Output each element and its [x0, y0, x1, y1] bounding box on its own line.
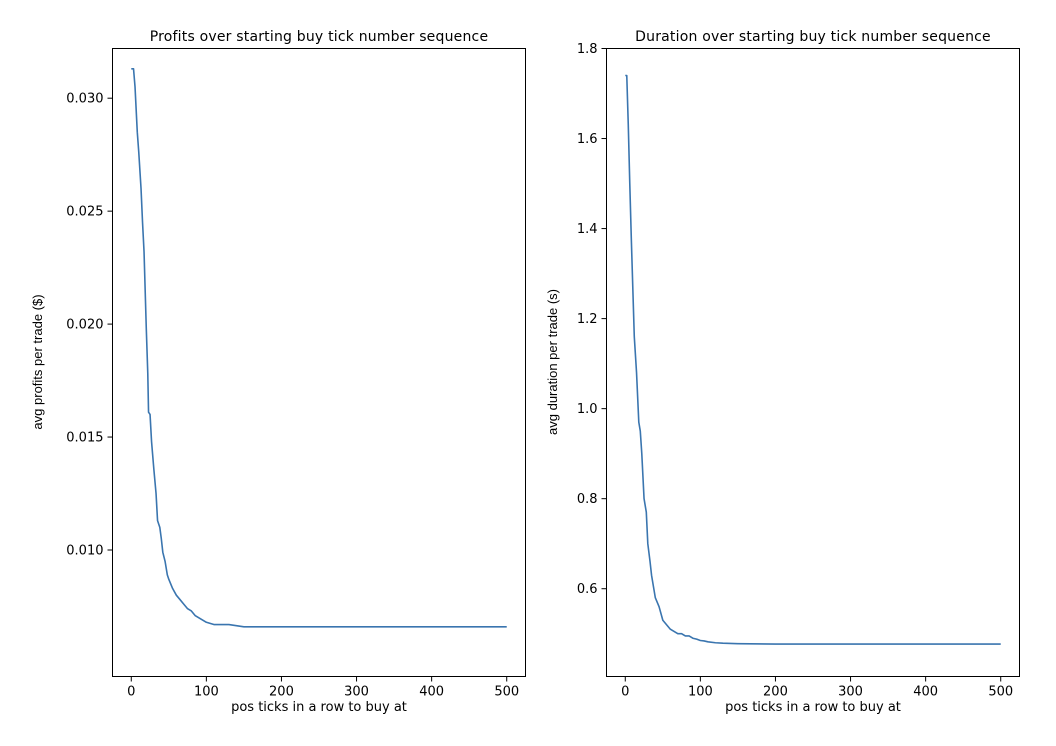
x-tick-label: 100 — [688, 685, 713, 700]
x-tick-label: 500 — [988, 685, 1013, 700]
y-tick-label: 0.020 — [66, 318, 103, 333]
series-line — [131, 68, 507, 628]
series-line — [625, 74, 1001, 645]
y-tick-label: 0.010 — [66, 543, 103, 558]
y-ticks: 0.010 0.015 0.020 0.025 0.030 — [66, 92, 113, 558]
x-tick-label: 200 — [269, 685, 294, 700]
y-tick-label: 1.6 — [577, 132, 598, 147]
series-layer — [625, 74, 1001, 645]
y-tick-label: 0.8 — [577, 492, 598, 507]
x-tick-label: 300 — [838, 685, 863, 700]
x-tick-label: 500 — [494, 685, 519, 700]
duration-chart: Duration over starting buy tick number s… — [545, 29, 1020, 715]
y-tick-label: 1.2 — [577, 312, 598, 327]
y-tick-label: 0.6 — [577, 582, 598, 597]
x-tick-label: 200 — [763, 685, 788, 700]
x-tick-label: 300 — [344, 685, 369, 700]
series-layer — [131, 68, 507, 628]
x-tick-label: 400 — [419, 685, 444, 700]
chart-title: Duration over starting buy tick number s… — [635, 29, 991, 45]
y-axis-label: avg profits per trade ($) — [30, 294, 45, 429]
y-tick-label: 1.8 — [577, 42, 598, 57]
plot-frame — [606, 48, 1020, 677]
chart-title: Profits over starting buy tick number se… — [150, 29, 489, 45]
y-tick-label: 0.030 — [66, 92, 103, 107]
x-ticks: 0 100 200 300 400 500 — [621, 676, 1013, 700]
y-ticks: 0.6 0.8 1.0 1.2 1.4 1.6 1.8 — [577, 42, 607, 597]
profits-chart: Profits over starting buy tick number se… — [30, 29, 526, 715]
y-tick-label: 1.4 — [577, 222, 598, 237]
x-ticks: 0 100 200 300 400 500 — [127, 676, 519, 700]
x-tick-label: 0 — [621, 685, 629, 700]
x-tick-label: 0 — [127, 685, 135, 700]
y-tick-label: 1.0 — [577, 402, 598, 417]
y-axis-label: avg duration per trade (s) — [545, 289, 560, 435]
x-tick-label: 100 — [194, 685, 219, 700]
y-tick-label: 0.015 — [66, 431, 103, 446]
y-tick-label: 0.025 — [66, 205, 103, 220]
plot-frame — [112, 48, 526, 677]
x-axis-label: pos ticks in a row to buy at — [231, 700, 407, 715]
x-axis-label: pos ticks in a row to buy at — [725, 700, 901, 715]
x-tick-label: 400 — [913, 685, 938, 700]
